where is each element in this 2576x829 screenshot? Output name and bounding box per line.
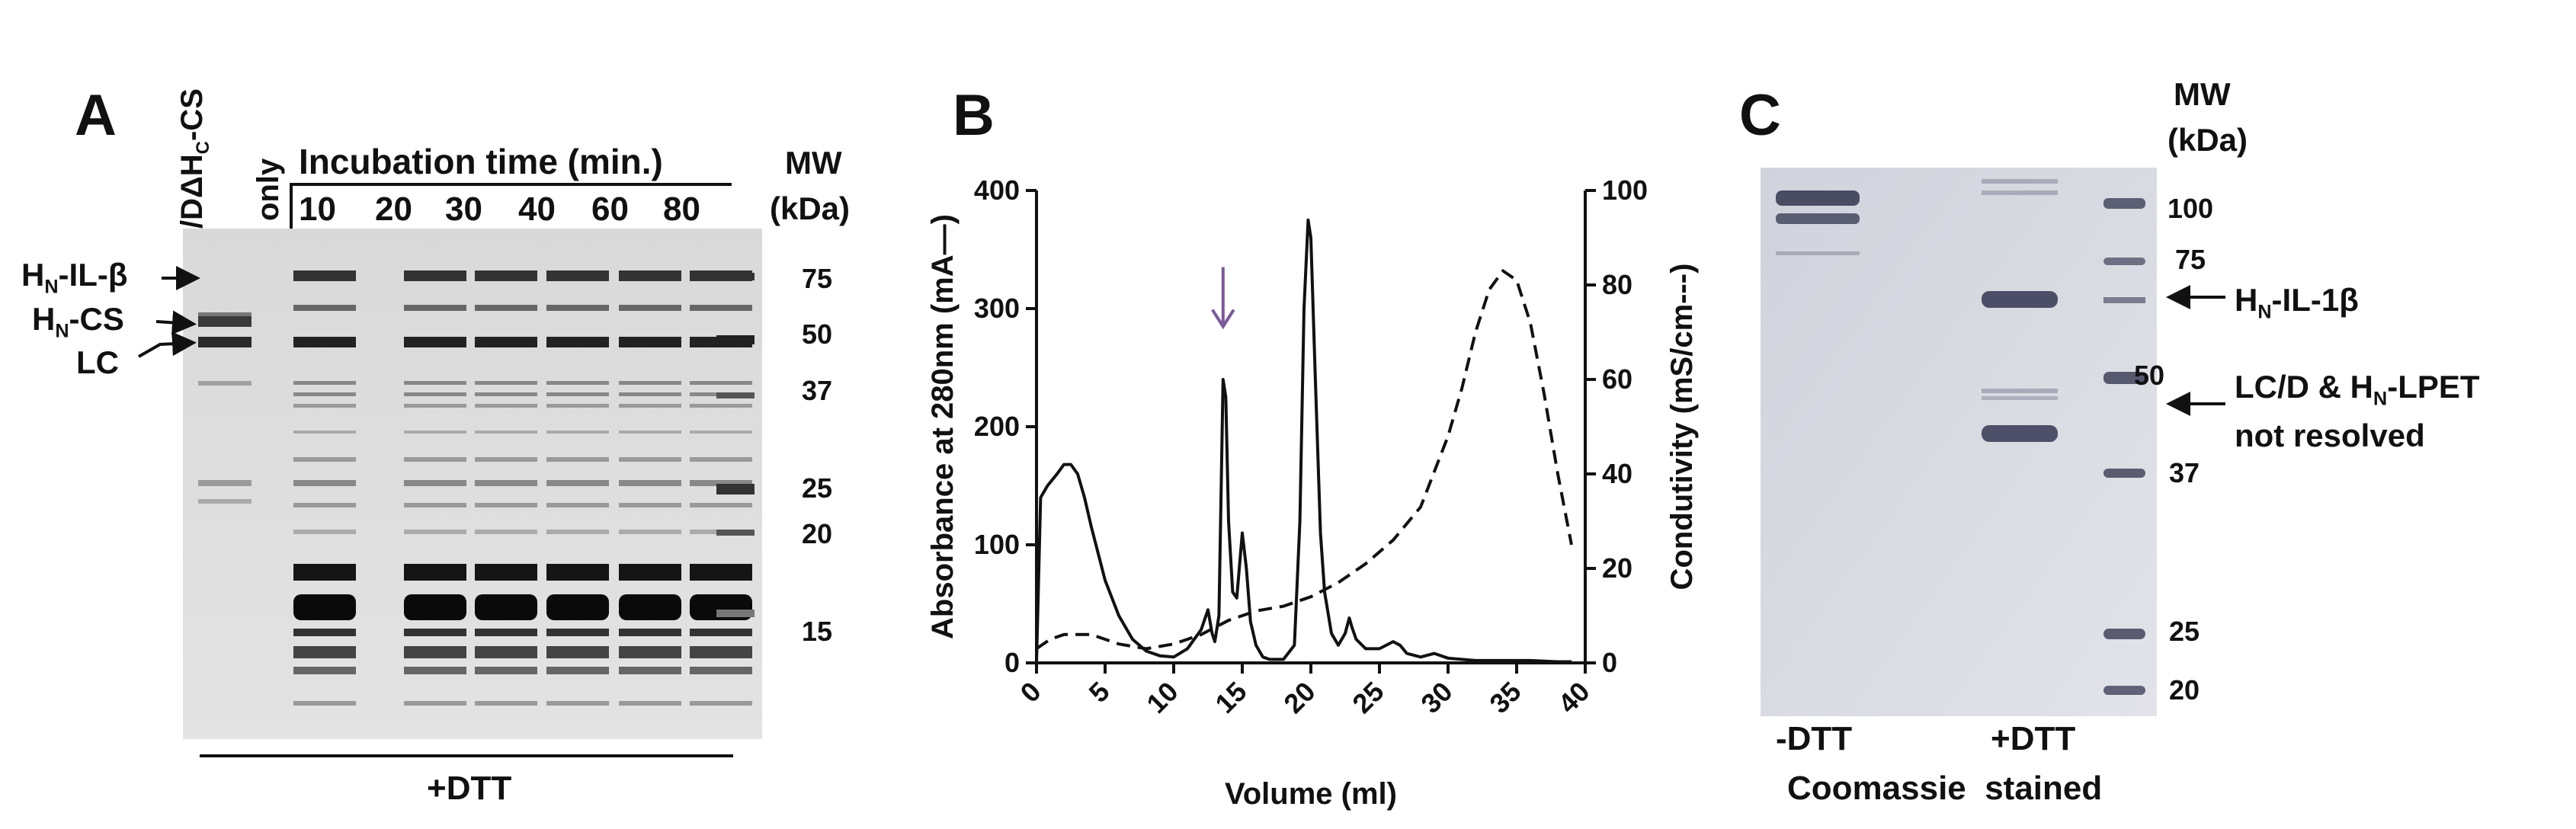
panel-c-mw-20: 20 xyxy=(2169,674,2200,706)
y-left-axis-label: Absorbance at 280nm (mA—) xyxy=(926,214,960,639)
time-point-20: 20 xyxy=(375,190,412,228)
panel-c-kda-header: (kDa) xyxy=(2167,122,2248,158)
y-right-tick-label: 20 xyxy=(1602,552,1632,584)
conductivity-series-line xyxy=(1035,269,1573,651)
x-tick-label: 10 xyxy=(1140,676,1184,719)
panel-c-minus-dtt-lane xyxy=(1776,190,1860,255)
panel-a-mw-25: 25 xyxy=(802,472,833,504)
y-right-tick-label: 40 xyxy=(1602,458,1632,489)
y-right-tick-label: 60 xyxy=(1602,363,1632,395)
panel-a-control-lane xyxy=(198,312,252,504)
panel-c-band-label-il1b: HN-IL-1β xyxy=(2235,282,2359,323)
panel-a-kda-header: (kDa) xyxy=(770,190,851,226)
time-point-40: 40 xyxy=(518,190,556,228)
panel-a-mw-header: MW xyxy=(785,145,842,181)
y-left-tick-label: 0 xyxy=(1004,647,1020,678)
time-point-10: 10 xyxy=(299,190,336,228)
panel-a-gel-image xyxy=(183,229,762,739)
panel-a-mw-37: 37 xyxy=(802,375,833,406)
panel-a-incubation-rule xyxy=(290,183,732,186)
panel-a-lane-separator xyxy=(290,183,293,240)
x-tick-label: 0 xyxy=(1014,676,1047,709)
panel-c-band-arrows xyxy=(2166,285,2225,416)
panel-a-mw-15: 15 xyxy=(802,616,833,647)
x-tick-label: 40 xyxy=(1552,676,1595,719)
panel-c-lane-plus-dtt: +DTT xyxy=(1991,720,2076,757)
time-point-30: 30 xyxy=(445,190,482,228)
panel-a-mw-20: 20 xyxy=(802,518,833,549)
panel-c-lane-minus-dtt: -DTT xyxy=(1776,720,1853,757)
panel-c-plus-dtt-lane xyxy=(1982,179,2058,442)
x-tick-label: 35 xyxy=(1483,676,1527,719)
panel-a-dtt-label: +DTT xyxy=(427,770,512,807)
y-left-tick-label: 400 xyxy=(974,174,1020,206)
panel-a-bottom-rule xyxy=(200,754,733,757)
panel-c-mw-25: 25 xyxy=(2169,616,2200,647)
panel-c-caption: Coomassie stained xyxy=(1787,770,2103,807)
panel-c-mw-50: 50 xyxy=(2134,360,2165,391)
panel-b-letter: B xyxy=(953,83,995,148)
y-right-axis-label: Condutivity (mS/cm---) xyxy=(1665,264,1699,591)
y-left-tick-label: 300 xyxy=(974,293,1020,324)
time-point-80: 80 xyxy=(663,190,700,228)
absorbance-series-line xyxy=(1035,218,1572,664)
panel-c-marker-lane xyxy=(2103,198,2145,695)
x-tick-label: 25 xyxy=(1346,676,1389,719)
band-label-hn-cs: HN-CS xyxy=(32,301,124,342)
time-point-60: 60 xyxy=(591,190,629,228)
panel-a-letter: A xyxy=(75,83,117,148)
x-tick-label: 30 xyxy=(1415,676,1458,719)
panel-c-band-label-lpet: LC/D & HN-LPET xyxy=(2235,369,2480,410)
panel-b-chart: 0 5 10 15 20 25 30 35 40010020030040002040608010… xyxy=(926,174,1699,811)
panel-c-mw-75: 75 xyxy=(2175,244,2206,275)
x-tick-label: 20 xyxy=(1277,676,1321,719)
y-right-tick-label: 0 xyxy=(1602,647,1617,678)
y-right-tick-label: 80 xyxy=(1602,269,1632,300)
panel-c-letter: C xyxy=(1739,83,1781,148)
panel-a-mw-75: 75 xyxy=(802,263,833,294)
y-left-tick-label: 100 xyxy=(974,529,1020,560)
panel-c-mw-37: 37 xyxy=(2169,457,2200,488)
panel-a-incubation-header: Incubation time (min.) xyxy=(299,142,663,181)
panel-a-band-arrows xyxy=(138,266,200,358)
x-axis-label: Volume (ml) xyxy=(1225,777,1397,811)
panel-c-mw-header: MW xyxy=(2174,76,2231,112)
panel-c-mw-100: 100 xyxy=(2167,193,2214,224)
panel-a-control-lane-label: /DΔHC-CS xyxy=(175,88,213,229)
y-left-tick-label: 200 xyxy=(974,411,1020,442)
panel-c-band-label-not-resolved: not resolved xyxy=(2235,418,2425,453)
y-right-tick-label: 100 xyxy=(1602,174,1648,206)
panel-c-gel-image xyxy=(1761,168,2157,716)
panel-a-time-lanes xyxy=(293,270,356,706)
panel-a-marker-lane xyxy=(716,273,755,617)
peak-arrow-head xyxy=(1211,309,1235,330)
panel-a-only-label: only xyxy=(252,158,285,221)
x-tick-label: 5 xyxy=(1083,676,1116,709)
band-label-hn-il-beta: HN-IL-β xyxy=(21,257,128,298)
band-label-lc: LC xyxy=(76,344,119,380)
x-tick-label: 15 xyxy=(1209,676,1252,719)
panel-a-mw-50: 50 xyxy=(802,318,833,350)
